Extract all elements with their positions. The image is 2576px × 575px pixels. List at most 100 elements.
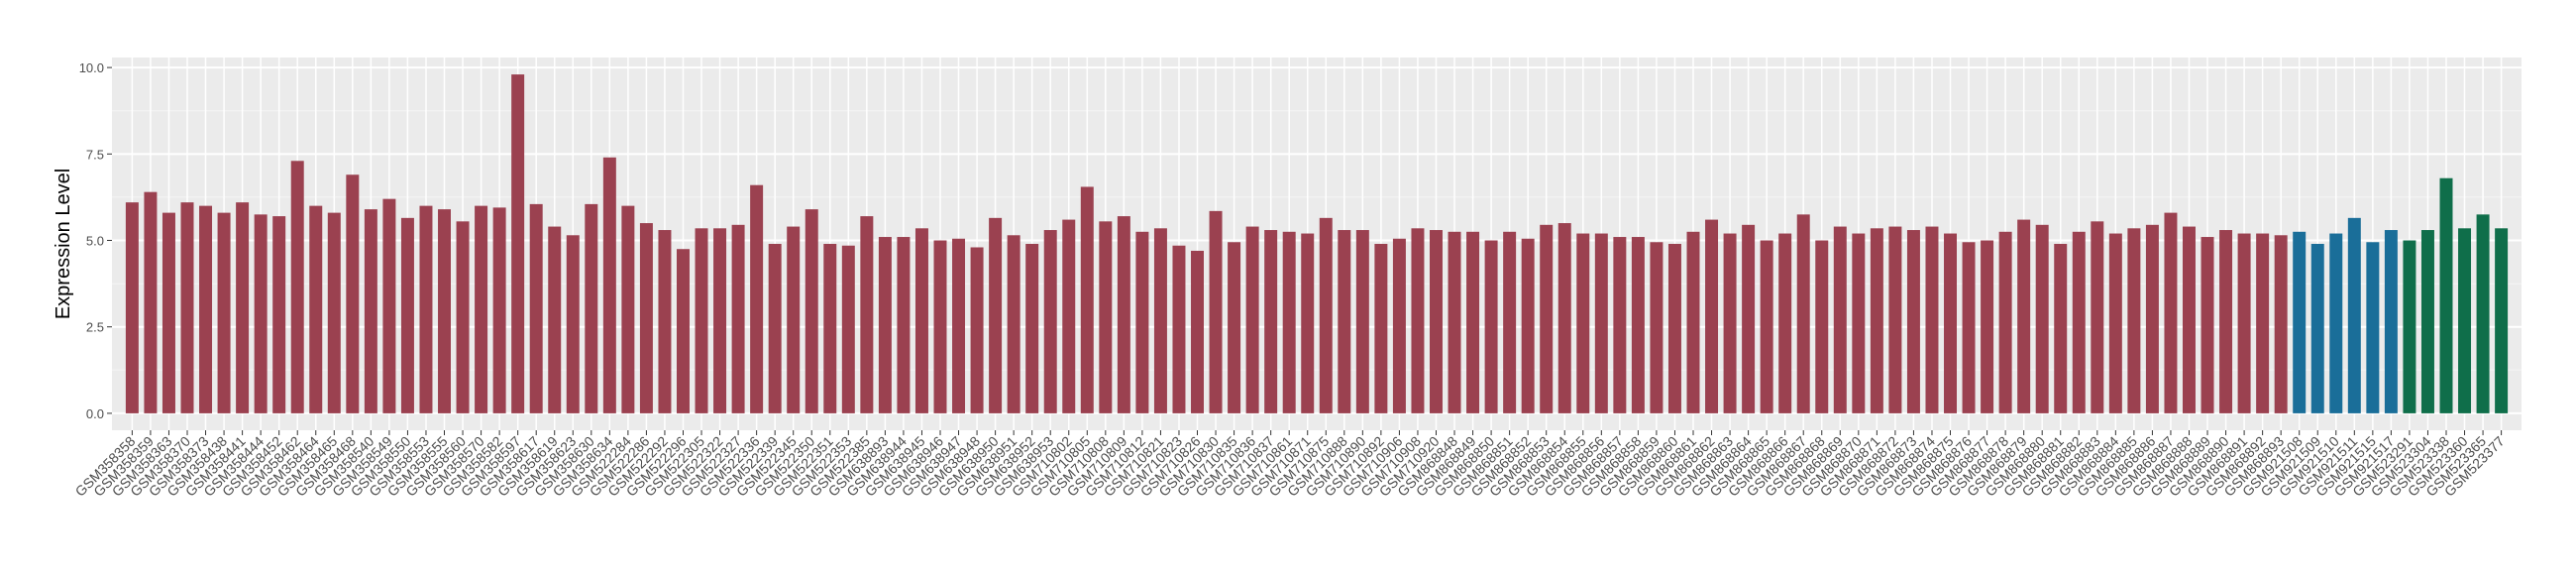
- bar: [2183, 226, 2196, 413]
- bar: [438, 209, 451, 413]
- bar: [1062, 219, 1076, 413]
- bar: [1355, 230, 1369, 413]
- bar: [2403, 240, 2416, 413]
- bar: [787, 226, 801, 413]
- bar: [529, 203, 543, 413]
- bar: [1557, 223, 1571, 413]
- bar: [768, 244, 782, 413]
- y-tick-label: 10.0: [79, 60, 104, 75]
- bar: [695, 228, 708, 413]
- bar: [841, 245, 855, 413]
- bar: [217, 212, 231, 413]
- bar: [2054, 244, 2068, 413]
- bar: [327, 212, 341, 413]
- bar: [2495, 228, 2509, 413]
- bar: [914, 228, 928, 413]
- bar: [492, 207, 506, 413]
- bar: [2293, 231, 2307, 413]
- bar: [1667, 244, 1681, 413]
- bar: [2035, 224, 2049, 413]
- bar: [2384, 230, 2398, 413]
- bar: [750, 184, 764, 413]
- bar: [1245, 226, 1259, 413]
- bar: [2458, 228, 2472, 413]
- bar: [1981, 240, 1994, 413]
- bar: [1411, 228, 1425, 413]
- bar: [199, 205, 213, 413]
- bar: [2274, 235, 2288, 413]
- bar: [713, 228, 727, 413]
- bar: [2072, 231, 2086, 413]
- bar: [1594, 233, 1608, 413]
- bar: [1043, 230, 1057, 413]
- bar: [2347, 217, 2361, 413]
- bar: [1796, 214, 1810, 413]
- bar: [364, 209, 377, 413]
- bar: [805, 209, 818, 413]
- bar: [1962, 242, 1976, 413]
- bar: [1742, 224, 1756, 413]
- bar: [1705, 219, 1719, 413]
- bar: [272, 216, 286, 413]
- bar: [254, 214, 268, 413]
- bar: [2127, 228, 2141, 413]
- bar: [180, 202, 194, 413]
- bar: [1319, 217, 1333, 413]
- bar: [2219, 230, 2233, 413]
- bar: [1466, 231, 1480, 413]
- bar: [125, 202, 139, 413]
- bar: [456, 221, 470, 413]
- bar: [1153, 228, 1167, 413]
- bar: [1172, 245, 1186, 413]
- bar: [236, 202, 250, 413]
- bar: [2366, 242, 2380, 413]
- bar: [511, 74, 525, 413]
- bar: [585, 203, 598, 413]
- y-axis-label: Expression Level: [53, 169, 74, 319]
- bar: [566, 235, 580, 413]
- bar: [1521, 238, 1535, 413]
- bar: [2256, 233, 2270, 413]
- bar: [2164, 212, 2178, 413]
- bar: [2200, 237, 2214, 413]
- bar: [1282, 231, 1296, 413]
- bar: [1484, 240, 1498, 413]
- y-tick-label: 5.0: [86, 234, 104, 249]
- bar: [419, 205, 433, 413]
- plot-panel: [112, 58, 2522, 430]
- bar: [1264, 230, 1278, 413]
- bar: [2091, 221, 2104, 413]
- bar: [1631, 237, 1645, 413]
- bar: [144, 191, 158, 413]
- bar: [346, 174, 360, 413]
- bar: [1338, 230, 1351, 413]
- bar: [2108, 233, 2122, 413]
- bar: [970, 247, 984, 413]
- bar: [161, 212, 175, 413]
- bar: [2017, 219, 2031, 413]
- y-tick-label: 7.5: [86, 147, 104, 162]
- bar: [731, 224, 745, 413]
- bar: [1925, 226, 1939, 413]
- bar: [1686, 231, 1700, 413]
- bar: [1209, 210, 1223, 413]
- y-tick-label: 2.5: [86, 320, 104, 335]
- bar: [1503, 231, 1517, 413]
- bar: [1191, 250, 1204, 413]
- bar: [1833, 226, 1847, 413]
- bar: [1025, 244, 1039, 413]
- bar: [2476, 214, 2490, 413]
- bar: [1870, 228, 1883, 413]
- bar: [823, 244, 837, 413]
- bar: [1723, 233, 1737, 413]
- bar: [548, 226, 562, 413]
- bar: [290, 161, 304, 413]
- bar: [602, 157, 616, 413]
- bar: [1540, 224, 1554, 413]
- bar: [878, 237, 892, 413]
- bar: [1576, 233, 1590, 413]
- bar: [400, 217, 414, 413]
- bar: [952, 238, 966, 413]
- bar: [1650, 242, 1664, 413]
- bar: [1228, 242, 1241, 413]
